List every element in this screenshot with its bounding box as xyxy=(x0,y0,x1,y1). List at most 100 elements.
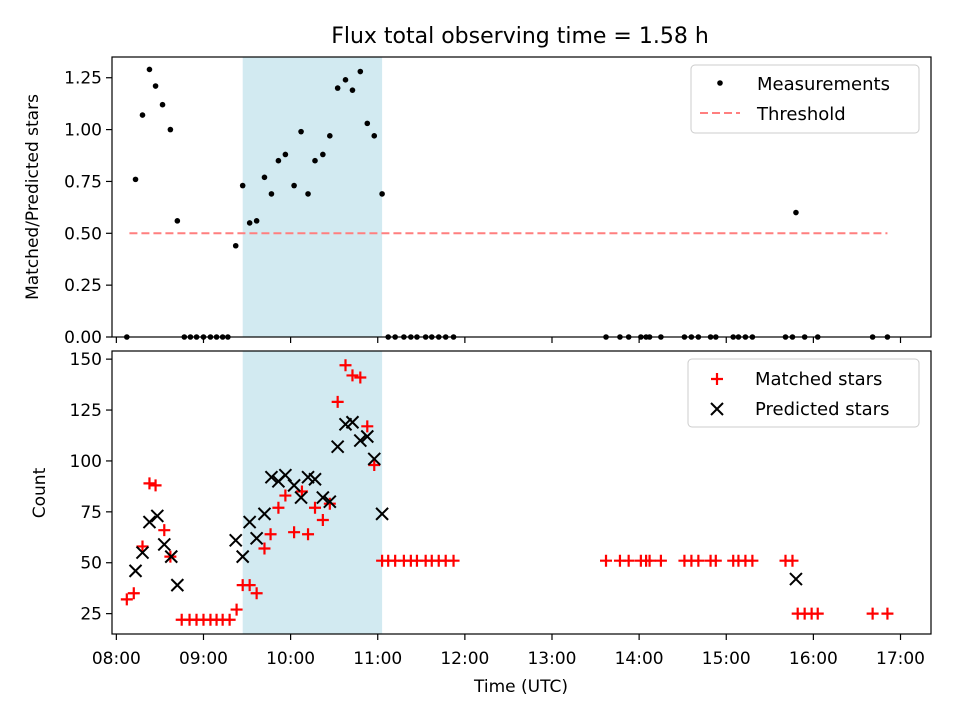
matched-star-point xyxy=(158,524,171,537)
matched-star-point xyxy=(622,554,635,567)
x-tick-label: 10:00 xyxy=(266,649,315,669)
measurement-point xyxy=(139,112,146,118)
bottom-y-axis: 25 50 75 100 125 150 xyxy=(70,350,112,625)
matched-star-point xyxy=(361,420,374,433)
predicted-star-point xyxy=(135,545,150,560)
measurement-point xyxy=(268,191,275,197)
top-legend-box xyxy=(690,64,920,134)
bottom-legend: Matched stars Predicted stars xyxy=(687,358,920,428)
measurement-point xyxy=(793,209,799,216)
measurement-point xyxy=(291,182,297,189)
y-tick-label: 1.00 xyxy=(64,121,102,141)
matched-star-point xyxy=(143,477,156,490)
y-tick-label: 100 xyxy=(70,452,102,472)
matched-star-point xyxy=(339,359,352,372)
predicted-star-point xyxy=(150,509,165,523)
predicted-star-point xyxy=(257,507,272,521)
x-tick-label: 08:00 xyxy=(92,649,141,669)
matched-star-point xyxy=(331,395,344,408)
predicted-star-point xyxy=(316,490,330,505)
measurement-point xyxy=(146,66,153,73)
y-tick-label: 125 xyxy=(70,401,102,421)
measurement-point xyxy=(167,126,174,133)
legend-predicted-marker xyxy=(710,402,724,416)
matched-star-point xyxy=(120,593,133,606)
matched-star-point xyxy=(654,554,667,567)
matched-star-point xyxy=(600,554,613,567)
matched-star-point xyxy=(881,607,894,620)
matched-star-point xyxy=(354,371,367,384)
matched-star-point xyxy=(243,579,256,592)
measurement-point xyxy=(232,242,239,249)
measurement-points xyxy=(124,66,891,340)
top-axes-frame xyxy=(111,56,932,338)
x-tick-label: 13:00 xyxy=(527,649,576,669)
matched-star-point xyxy=(309,501,322,514)
measurement-point xyxy=(349,87,356,93)
measurement-point xyxy=(371,133,378,139)
top-x-ticks xyxy=(115,337,902,343)
y-tick-label: 25 xyxy=(80,605,102,625)
measurement-point xyxy=(298,128,304,135)
matched-star-point xyxy=(250,587,263,600)
x-tick-label: 09:00 xyxy=(179,649,228,669)
x-tick-label: 16:00 xyxy=(789,649,838,669)
legend-matched-label: Matched stars xyxy=(755,369,882,390)
matched-star-point xyxy=(746,554,759,567)
measurement-point xyxy=(239,182,246,189)
bottom-axes-frame xyxy=(111,350,932,635)
y-tick-label: 150 xyxy=(70,350,102,370)
matched-star-point xyxy=(709,554,722,567)
predicted-star-point xyxy=(229,533,243,548)
matched-star-point xyxy=(866,607,879,620)
measurement-point xyxy=(320,151,326,158)
matched-star-point xyxy=(346,369,359,382)
matched-star-point xyxy=(264,528,277,541)
x-tick-label: 11:00 xyxy=(353,649,402,669)
predicted-star-point xyxy=(170,578,185,592)
matched-star-point xyxy=(811,607,824,620)
predicted-star-point xyxy=(789,572,803,586)
measurement-point xyxy=(305,191,311,197)
matched-star-point xyxy=(692,554,705,567)
measurement-point xyxy=(132,176,139,183)
chart-title: Flux total observing time = 1.58 h xyxy=(331,24,709,49)
measurement-point xyxy=(357,68,364,75)
y-tick-label: 0.75 xyxy=(64,172,102,192)
y-tick-label: 1.25 xyxy=(64,69,102,89)
matched-star-point xyxy=(786,554,799,567)
measurement-point xyxy=(253,218,260,224)
x-tick-label: 12:00 xyxy=(440,649,489,669)
top-legend: Measurements Threshold xyxy=(690,64,920,134)
predicted-star-point xyxy=(264,470,279,484)
matched-star-point xyxy=(136,540,149,553)
measurement-point xyxy=(282,151,289,158)
y-tick-label: 0.50 xyxy=(64,224,102,244)
y-tick-label: 0.00 xyxy=(64,328,102,348)
bottom-x-axis: 08:00 09:00 10:00 11:00 12:00 13:00 14:00 15:00… xyxy=(92,634,925,669)
legend-measurements-marker xyxy=(717,80,723,86)
x-tick-label: 17:00 xyxy=(876,649,925,669)
matched-star-point xyxy=(288,526,301,539)
bottom-panel: 25 50 75 100 125 150 08:00 09:00 10:00 11:00 12:0… xyxy=(30,350,932,697)
matched-star-point xyxy=(149,479,162,492)
top-observing-span xyxy=(242,57,383,337)
predicted-star-point xyxy=(235,549,250,564)
predicted-star-point xyxy=(142,515,157,529)
top-y-axis: 0.00 0.25 0.50 0.75 1.00 1.25 xyxy=(64,69,112,348)
predicted-star-point xyxy=(164,549,178,564)
bottom-observing-span xyxy=(242,351,383,634)
predicted-star-point xyxy=(375,507,389,521)
matched-star-point xyxy=(368,459,381,472)
x-axis-label: Time (UTC) xyxy=(473,677,568,697)
x-tick-label: 15:00 xyxy=(702,649,751,669)
predicted-star-point xyxy=(360,429,374,444)
measurement-point xyxy=(261,174,268,181)
predicted-star-point xyxy=(157,537,171,552)
legend-threshold-label: Threshold xyxy=(756,104,846,125)
predicted-star-point xyxy=(345,415,360,429)
top-panel: 0.00 0.25 0.50 0.75 1.00 1.25 Matched/Predict… xyxy=(23,56,932,348)
measurement-point xyxy=(159,101,166,108)
predicted-star-point xyxy=(249,531,264,546)
